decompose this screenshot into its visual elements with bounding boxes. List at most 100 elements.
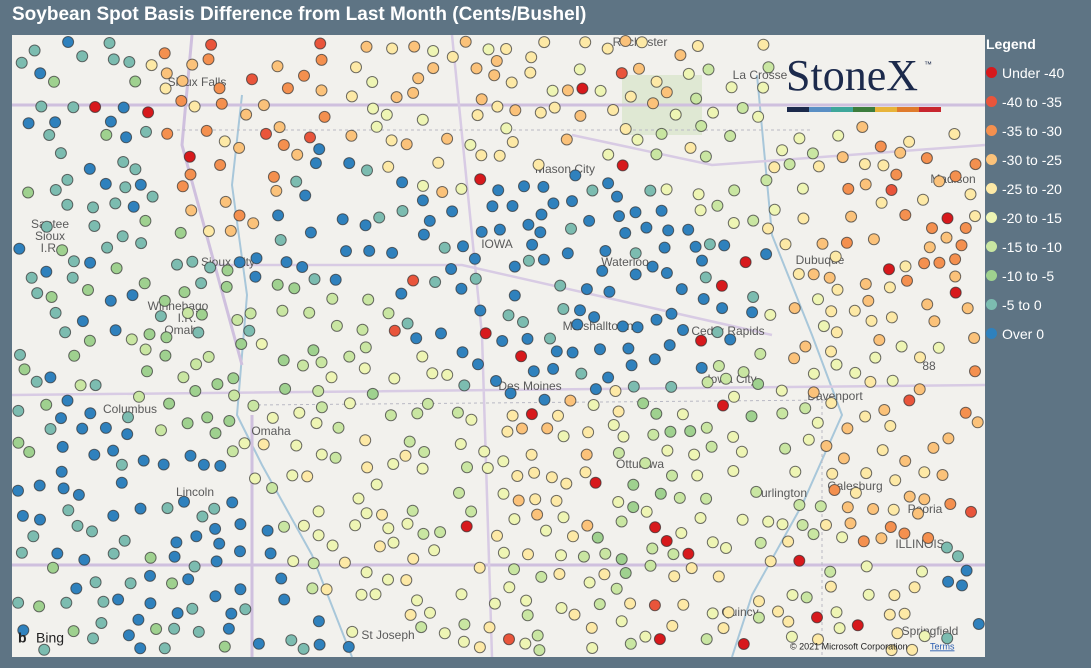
location-marker [144, 569, 156, 582]
location-marker [665, 380, 678, 393]
location-marker [287, 555, 300, 568]
location-marker [768, 161, 781, 174]
location-marker [146, 190, 159, 203]
place-label: Waterloo [601, 255, 649, 269]
location-marker [867, 233, 880, 246]
location-marker [454, 438, 467, 450]
location-marker [508, 289, 521, 302]
location-marker [129, 163, 142, 176]
location-marker [281, 82, 294, 95]
location-marker [68, 349, 81, 362]
location-marker [117, 101, 130, 114]
location-marker [720, 542, 732, 554]
location-marker [181, 417, 194, 430]
location-marker [55, 412, 67, 425]
location-marker [293, 406, 306, 419]
location-marker [702, 63, 715, 76]
location-marker [290, 439, 303, 452]
location-marker [192, 326, 205, 339]
location-marker [388, 324, 401, 337]
location-marker [538, 393, 551, 406]
legend-item: -40 to -35 [986, 87, 1064, 116]
location-marker [942, 432, 955, 445]
location-marker [222, 622, 235, 635]
location-marker [660, 183, 673, 196]
location-marker [350, 61, 362, 74]
copyright: © 2021 Microsoft Corporation [790, 641, 908, 651]
location-marker [757, 38, 770, 51]
location-marker [829, 250, 842, 263]
location-marker [271, 60, 284, 73]
location-marker [109, 197, 122, 210]
location-marker [461, 461, 473, 474]
location-marker [125, 333, 138, 346]
location-marker [717, 399, 729, 412]
location-marker [760, 174, 773, 187]
location-marker [568, 608, 581, 621]
terms-link[interactable]: Terms [930, 641, 955, 651]
location-marker [213, 537, 226, 550]
location-marker [862, 588, 875, 601]
location-marker [923, 241, 936, 254]
location-marker [955, 239, 968, 252]
location-marker [654, 487, 667, 500]
place-label: Omaha [251, 424, 291, 438]
location-marker [403, 435, 416, 448]
location-marker [949, 170, 962, 183]
location-marker [745, 410, 758, 423]
location-marker [252, 637, 265, 650]
location-marker [673, 491, 686, 504]
location-marker [816, 237, 829, 250]
location-marker [367, 102, 379, 115]
location-marker [139, 214, 152, 227]
location-marker [163, 397, 176, 410]
location-marker [899, 260, 912, 273]
location-marker [689, 240, 702, 253]
location-marker [473, 561, 486, 574]
location-marker [465, 505, 478, 518]
location-marker [285, 634, 298, 647]
location-marker [799, 340, 812, 353]
location-marker [607, 419, 620, 431]
location-marker [226, 445, 239, 458]
location-marker [330, 319, 343, 332]
location-marker [884, 521, 897, 533]
location-marker [400, 574, 413, 587]
place-label: Lincoln [176, 485, 214, 499]
legend-item: Over 0 [986, 319, 1064, 348]
location-marker [399, 449, 412, 462]
location-marker [899, 455, 912, 467]
location-marker [517, 316, 529, 328]
location-marker [800, 591, 813, 604]
location-marker [949, 270, 962, 283]
location-marker [101, 241, 114, 254]
location-marker [655, 204, 668, 217]
location-marker [432, 156, 445, 169]
location-marker [384, 409, 397, 422]
location-marker [214, 159, 227, 171]
location-marker [360, 507, 373, 520]
location-marker [512, 494, 525, 507]
location-marker [428, 544, 441, 557]
location-marker [427, 45, 440, 57]
location-marker [12, 596, 25, 609]
location-marker [666, 469, 678, 482]
location-marker [55, 465, 68, 478]
location-marker [62, 504, 75, 517]
location-marker [695, 334, 708, 347]
location-marker [182, 573, 195, 586]
location-marker [87, 632, 99, 645]
location-marker [885, 184, 898, 196]
location-marker [739, 256, 752, 269]
location-marker [694, 204, 707, 217]
location-marker [631, 133, 644, 146]
location-marker [603, 285, 616, 298]
location-marker [438, 627, 451, 640]
location-marker [920, 152, 933, 165]
location-marker [921, 298, 934, 311]
location-marker [830, 358, 843, 371]
location-marker [290, 175, 303, 188]
location-marker [243, 324, 256, 337]
location-marker [474, 173, 487, 186]
location-marker [696, 254, 708, 267]
